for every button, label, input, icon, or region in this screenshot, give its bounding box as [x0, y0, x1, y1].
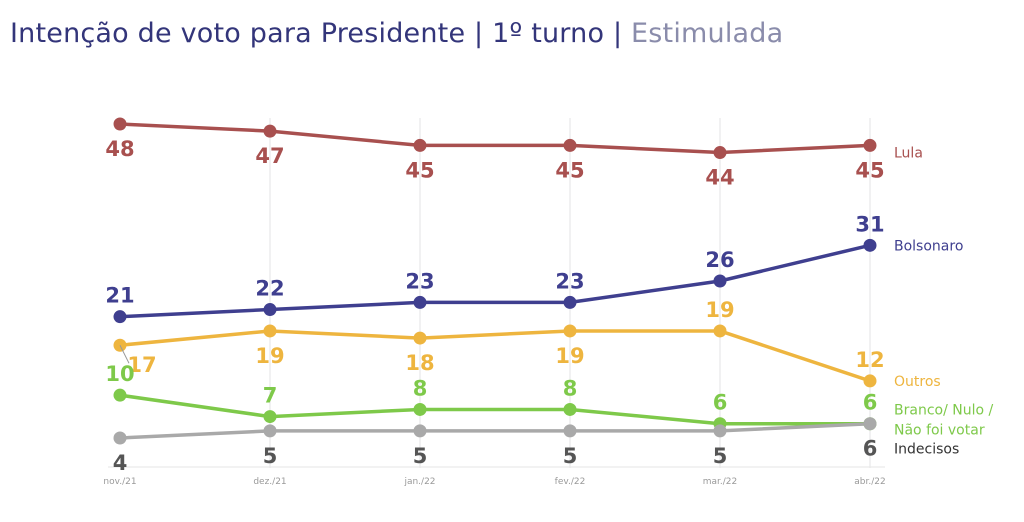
- legend-label: Branco/ Nulo /: [894, 403, 993, 419]
- data-label: 8: [413, 376, 428, 400]
- data-label: 10: [105, 362, 134, 386]
- series-points: [113, 117, 877, 445]
- data-label: 5: [263, 444, 278, 468]
- legend-label: Bolsonaro: [894, 238, 963, 254]
- data-point: [413, 424, 427, 438]
- data-label: 6: [713, 391, 728, 415]
- label-connector: [119, 345, 130, 364]
- data-point: [863, 238, 877, 252]
- data-label: 17: [127, 353, 156, 377]
- data-label: 23: [405, 269, 434, 293]
- data-point: [713, 424, 727, 438]
- data-label: 6: [863, 391, 878, 415]
- series-line-0: [119, 122, 871, 155]
- data-label: 12: [855, 348, 884, 372]
- legend-label: Não foi votar: [894, 423, 985, 439]
- legend: Lula Bolsonaro Outros Branco/ Nulo / Não foi…: [894, 145, 993, 457]
- data-label: 44: [705, 166, 734, 190]
- data-point: [413, 295, 427, 309]
- data-point: [413, 331, 427, 345]
- data-label: 18: [405, 351, 434, 375]
- data-label: 7: [263, 384, 278, 408]
- chart-title-main: Intenção de voto para Presidente | 1º tu…: [10, 18, 632, 49]
- data-label: 26: [705, 248, 734, 272]
- data-point: [263, 303, 277, 317]
- chart-title: Intenção de voto para Presidente | 1º tu…: [10, 18, 783, 49]
- series-line-4: [119, 421, 871, 440]
- x-tick-label: jan./22: [403, 477, 435, 487]
- data-point: [563, 402, 577, 416]
- data-point: [263, 324, 277, 338]
- series-line-1: [119, 243, 871, 319]
- data-point: [563, 138, 577, 152]
- legend-label: Lula: [894, 145, 923, 161]
- data-point: [263, 410, 277, 424]
- data-label: 48: [105, 137, 134, 161]
- legend-label: Outros: [894, 374, 941, 390]
- x-tick-label: dez./21: [253, 477, 286, 487]
- x-tick-label: fev./22: [555, 477, 586, 487]
- x-tick-label: abr./22: [854, 477, 885, 487]
- data-label: 8: [563, 376, 578, 400]
- data-point: [713, 146, 727, 160]
- data-point: [413, 402, 427, 416]
- data-label: 45: [405, 158, 434, 182]
- data-label: 31: [855, 212, 884, 236]
- x-tick-label: mar./22: [703, 477, 738, 487]
- data-point: [863, 138, 877, 152]
- data-point: [113, 117, 127, 131]
- x-tick-label: nov./21: [103, 477, 136, 487]
- data-point: [863, 374, 877, 388]
- data-label: 45: [855, 158, 884, 182]
- data-point: [113, 431, 127, 445]
- data-label: 19: [705, 298, 734, 322]
- data-label: 6: [863, 437, 878, 461]
- x-axis: nov./21 dez./21 jan./22 fev./22 mar./22 abr./…: [103, 466, 886, 487]
- data-label: 5: [413, 444, 428, 468]
- data-point: [263, 424, 277, 438]
- series-line-3: [119, 393, 870, 426]
- data-point: [863, 417, 877, 431]
- data-point: [563, 324, 577, 338]
- legend-label: Indecisos: [894, 442, 959, 458]
- data-point: [113, 388, 127, 402]
- data-point: [713, 274, 727, 288]
- data-label: 19: [555, 344, 584, 368]
- data-label: 4: [113, 451, 128, 475]
- chart-title-sub: Estimulada: [631, 18, 784, 49]
- data-point: [113, 310, 127, 324]
- data-label: 5: [563, 444, 578, 468]
- data-point: [563, 424, 577, 438]
- data-point: [713, 324, 727, 338]
- data-label: 5: [713, 444, 728, 468]
- data-label: 47: [255, 144, 284, 168]
- data-point: [413, 138, 427, 152]
- series-line-2: [119, 329, 871, 383]
- data-label: 19: [255, 344, 284, 368]
- data-label: 23: [555, 269, 584, 293]
- data-label: 45: [555, 158, 584, 182]
- data-point: [263, 124, 277, 138]
- data-point: [563, 295, 577, 309]
- series-lines: [119, 122, 871, 440]
- data-label: 21: [105, 284, 134, 308]
- data-label: 22: [255, 277, 284, 301]
